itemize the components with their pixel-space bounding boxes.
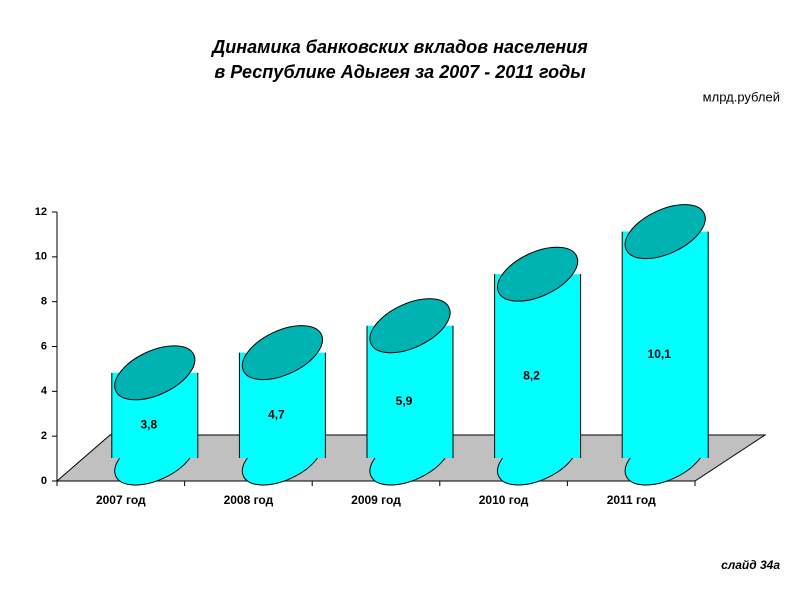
bar-group [366,298,454,486]
bar-group [111,345,199,486]
y-tick-label: 12 [35,206,47,218]
bar-group [494,246,582,486]
y-tick-label: 4 [41,385,48,397]
value-label: 5,9 [396,394,413,408]
bar [494,274,581,458]
unit-label: млрд.рублей [703,89,780,104]
value-label: 4,7 [268,407,285,421]
y-tick-label: 0 [41,475,47,487]
chart-title: в Республике Адыгея за 2007 - 2011 годы [214,62,586,82]
x-tick-label: 2007 год [96,493,146,507]
value-label: 8,2 [523,368,540,382]
x-tick-label: 2008 год [224,493,274,507]
value-label: 3,8 [140,418,157,432]
bar-top [624,204,706,260]
bar-top [369,298,451,354]
value-label: 10,1 [648,347,672,361]
y-tick-label: 6 [41,340,47,352]
y-tick-label: 8 [41,296,47,308]
bar-top [114,345,196,401]
bar-group [621,204,709,486]
y-tick-label: 2 [41,430,47,442]
y-tick-label: 10 [35,251,47,263]
bar-top [497,246,579,302]
bar-group [238,325,326,486]
bar [622,231,709,458]
chart-title: Динамика банковских вкладов населения [210,37,588,57]
x-tick-label: 2011 год [607,493,656,507]
slide-note: слайд 34а [721,558,780,572]
bar-top [241,325,323,381]
x-tick-label: 2009 год [351,493,401,507]
x-tick-label: 2010 год [479,493,529,507]
